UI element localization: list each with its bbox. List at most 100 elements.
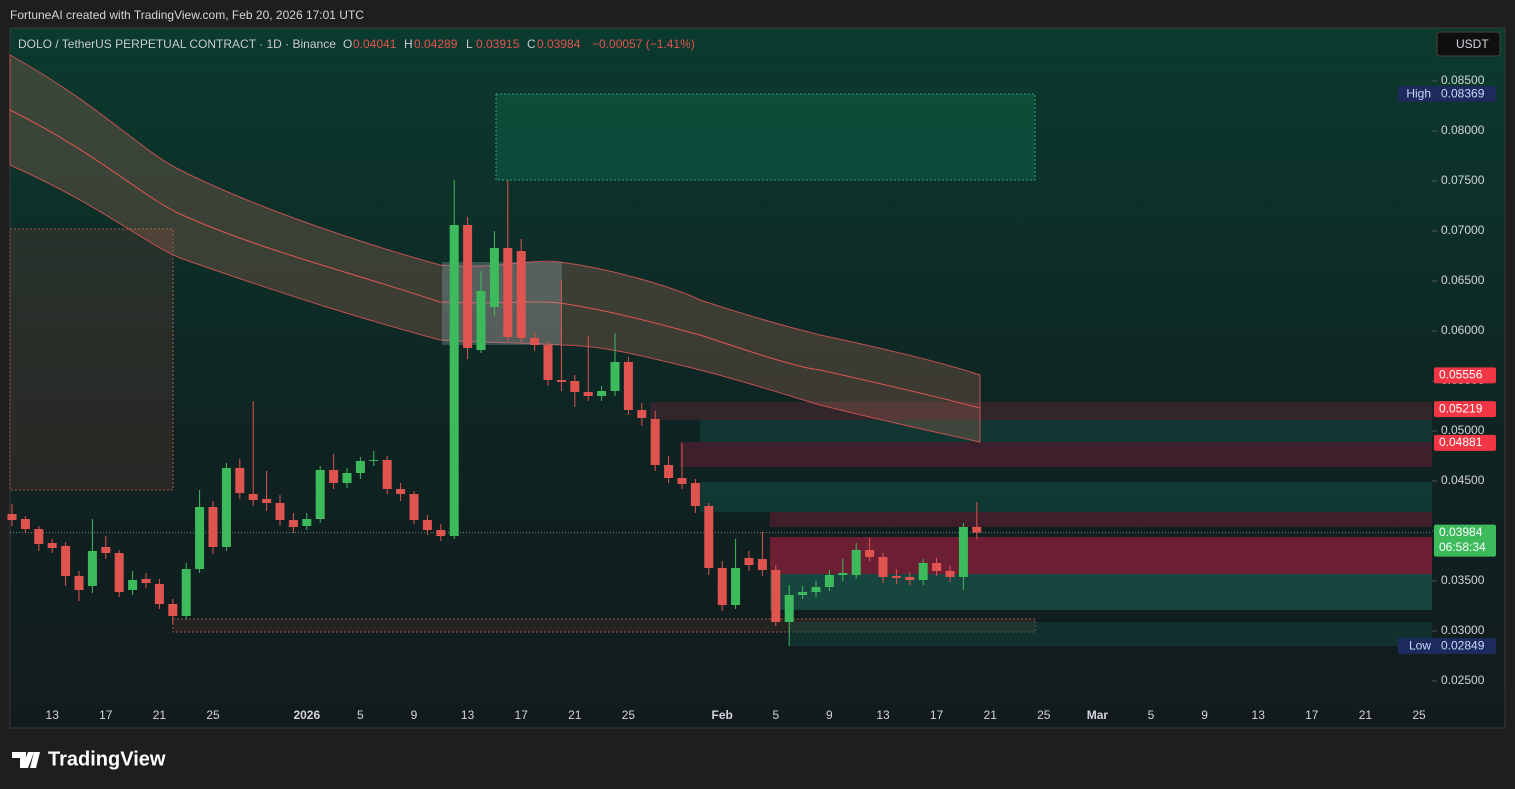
- y-tick-label: 0.03000: [1441, 623, 1485, 637]
- marker-value: 0.08369: [1441, 86, 1485, 100]
- change: −0.00057 (−1.41%): [592, 37, 695, 51]
- candle-body: [664, 465, 674, 478]
- candle-body: [248, 494, 258, 500]
- level-label-bg: [1434, 401, 1496, 418]
- ohlc-label: L: [466, 37, 473, 51]
- footer-logo: TradingView: [48, 748, 166, 770]
- marker-label: Low: [1409, 638, 1431, 652]
- candle-body: [275, 503, 285, 520]
- y-tick-label: 0.08500: [1441, 73, 1485, 87]
- x-tick-label: 25: [206, 708, 220, 722]
- candle-body: [717, 568, 727, 605]
- x-tick-label: Mar: [1087, 708, 1109, 722]
- y-tick-label: 0.02500: [1441, 673, 1485, 687]
- candle-body: [503, 248, 513, 337]
- x-tick-label: 17: [1305, 708, 1319, 722]
- candle-body: [168, 604, 178, 616]
- ohlc-label: O: [343, 37, 352, 51]
- x-tick-label: 17: [99, 708, 113, 722]
- currency: USDT: [1456, 37, 1489, 51]
- header-text: FortuneAI created with TradingView.com, …: [10, 8, 364, 22]
- y-tick-label: 0.08000: [1441, 123, 1485, 137]
- marker-bg: [1398, 638, 1496, 655]
- marker-value: 0.02849: [1441, 638, 1485, 652]
- symbol: DOLO / TetherUS PERPETUAL CONTRACT · 1D …: [18, 37, 336, 51]
- candle-body: [449, 225, 459, 536]
- candle-body: [181, 569, 191, 616]
- level-label: 0.05219: [1439, 401, 1483, 415]
- candle-body: [824, 575, 834, 587]
- zone: [9, 228, 174, 491]
- candle-body: [878, 557, 888, 577]
- candle-body: [932, 563, 942, 571]
- ohlc-label: H: [404, 37, 413, 51]
- y-tick-label: 0.07500: [1441, 173, 1485, 187]
- candle-body: [891, 576, 901, 578]
- ohlc-value: 0.03984: [537, 37, 581, 51]
- candle-body: [396, 489, 406, 494]
- candle-body: [409, 494, 419, 520]
- candle-body: [61, 546, 71, 576]
- candle-body: [141, 579, 151, 583]
- y-tick-label: 0.04500: [1441, 473, 1485, 487]
- ohlc-label: C: [527, 37, 536, 51]
- ribbon-midline: [9, 109, 981, 409]
- candle-body: [87, 551, 97, 586]
- candle-body: [650, 419, 660, 465]
- zone: [790, 622, 1432, 646]
- candle-body: [677, 478, 687, 484]
- x-tick-label: 13: [876, 708, 890, 722]
- candle-body: [369, 460, 379, 461]
- candle-body: [583, 392, 593, 396]
- x-tick-label: 5: [772, 708, 779, 722]
- candle-body: [516, 251, 526, 338]
- candle-body: [101, 547, 111, 553]
- candle-body: [623, 362, 633, 410]
- candle-body: [235, 468, 245, 493]
- candle-body: [865, 550, 875, 557]
- candle-body: [20, 519, 30, 529]
- candle-body: [329, 470, 339, 483]
- candle-body: [851, 550, 861, 575]
- currency-button[interactable]: [1436, 31, 1501, 57]
- x-tick-label: 25: [1412, 708, 1426, 722]
- candle-body: [637, 410, 647, 418]
- zone: [700, 482, 1432, 512]
- ribbon: [9, 54, 981, 443]
- ohlc-value: 0.04041: [353, 37, 397, 51]
- candle-body: [704, 506, 714, 568]
- candle-body: [690, 483, 700, 506]
- x-tick-label: 5: [1148, 708, 1155, 722]
- y-tick-label: 0.06000: [1441, 323, 1485, 337]
- logo-icon: [12, 752, 40, 768]
- candle-body: [972, 526, 982, 533]
- candle-body: [798, 592, 808, 595]
- candle-body: [342, 473, 352, 483]
- y-tick-label: 0.07000: [1441, 223, 1485, 237]
- candle-body: [34, 529, 44, 544]
- y-tick-label: 0.03500: [1441, 573, 1485, 587]
- level-label: 0.04881: [1439, 435, 1483, 449]
- x-tick-label: 17: [930, 708, 944, 722]
- candle-body: [262, 499, 272, 503]
- candle-body: [811, 587, 821, 592]
- zone: [770, 512, 1432, 527]
- candle-body: [784, 595, 794, 622]
- candle-body: [302, 519, 312, 526]
- candle-body: [918, 563, 928, 580]
- zone: [680, 442, 1432, 467]
- candle-body: [958, 527, 968, 577]
- x-tick-label: 9: [411, 708, 418, 722]
- marker-label: High: [1406, 86, 1431, 100]
- candle-body: [945, 571, 955, 577]
- candle-body: [47, 543, 57, 548]
- candle-body: [731, 568, 741, 605]
- level-label-bg: [1434, 434, 1496, 451]
- candle-body: [7, 514, 17, 520]
- y-tick-label: 0.06500: [1441, 273, 1485, 287]
- last-price-bg: [1434, 524, 1496, 557]
- ohlc-value: 0.03915: [476, 37, 520, 51]
- x-tick-label: 21: [1359, 708, 1373, 722]
